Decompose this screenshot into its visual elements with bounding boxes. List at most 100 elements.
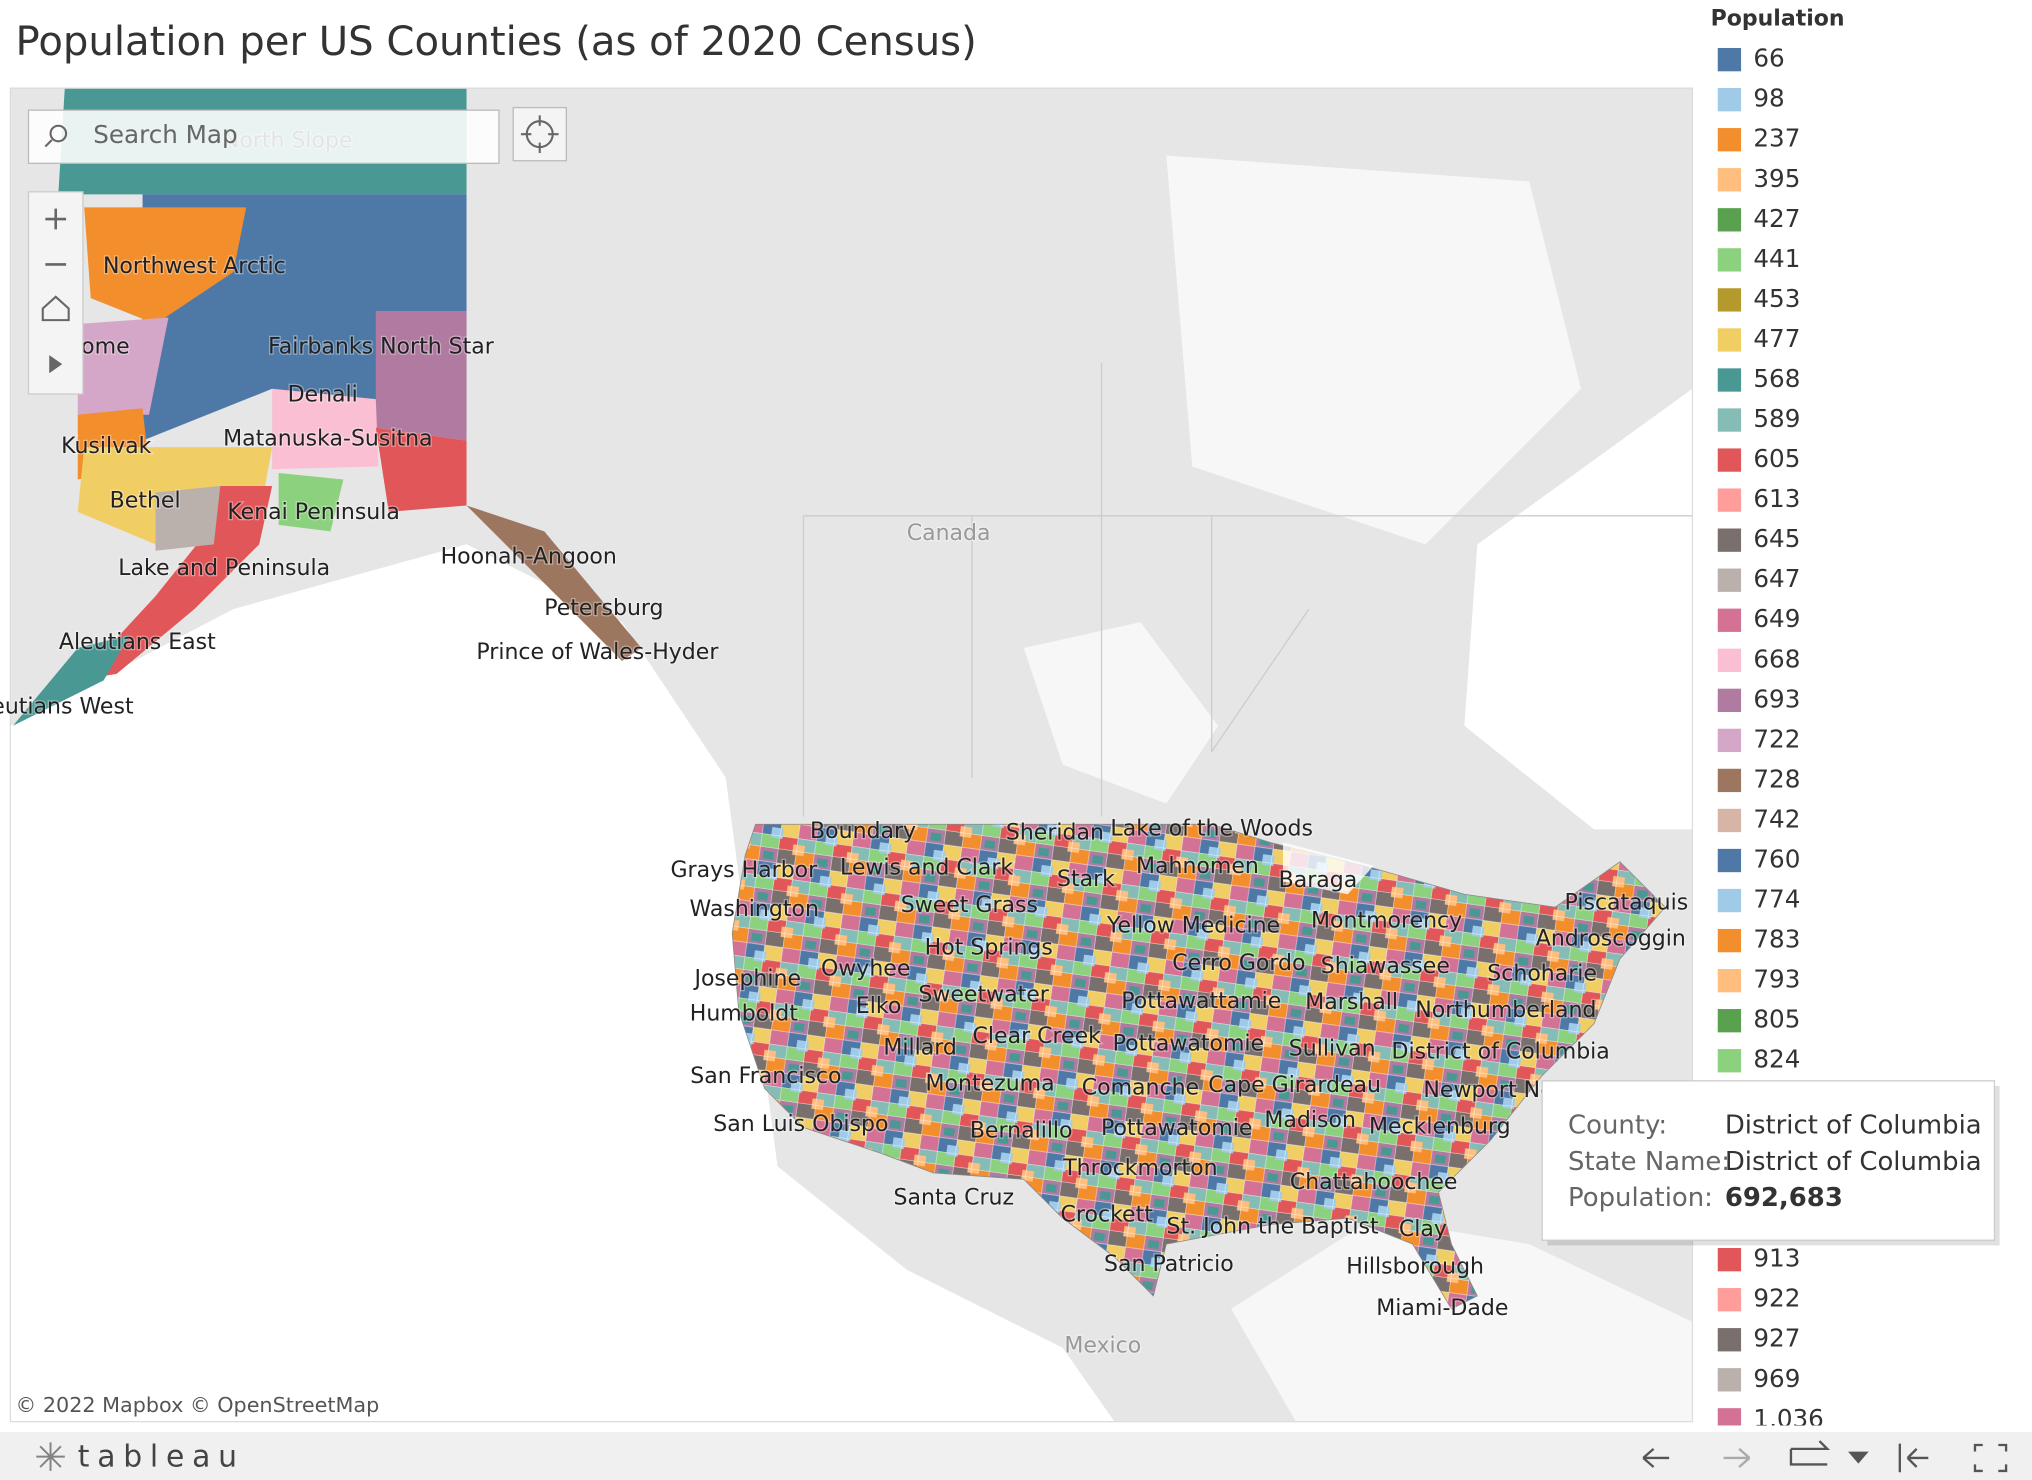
legend-label: 722 [1753, 724, 1800, 753]
legend-swatch [1716, 367, 1743, 393]
legend-swatch [1716, 246, 1743, 273]
legend-swatch [1716, 687, 1743, 714]
legend-swatch [1716, 206, 1743, 233]
legend-label: 649 [1753, 604, 1800, 633]
alaska-county [77, 317, 169, 415]
legend-label: 927 [1753, 1324, 1800, 1353]
search-icon [44, 139, 53, 148]
alaska-county [278, 473, 344, 532]
legend-label: 913 [1753, 1244, 1800, 1273]
map-label: Chattahoochee [1290, 1170, 1458, 1195]
map-label: Bernalillo [970, 1118, 1073, 1143]
legend-swatch [1716, 527, 1743, 554]
map-label: Cerro Gordo [1172, 951, 1305, 976]
map-label: District of Columbia [1392, 1039, 1610, 1064]
greenland [1166, 155, 1582, 545]
search-icon [49, 124, 68, 143]
legend-label: 793 [1753, 965, 1800, 994]
tooltip-label: County: [1568, 1111, 1667, 1141]
legend-swatch [1716, 487, 1743, 514]
legend-label: 760 [1753, 845, 1800, 874]
home-button[interactable] [41, 295, 70, 322]
legend-swatch [1716, 286, 1743, 313]
map-label: Androscoggin [1536, 927, 1686, 952]
revert-button[interactable] [1789, 1440, 1831, 1466]
map-label: Miami-Dade [1376, 1296, 1508, 1321]
revert-menu[interactable] [1848, 1451, 1869, 1464]
alaska-county [272, 388, 379, 470]
map-label: Hoonah-Angoon [441, 544, 617, 569]
search-box[interactable]: Search Map [27, 109, 500, 164]
map-label: Fairbanks North Star [268, 334, 495, 359]
legend-label: 742 [1753, 804, 1800, 833]
map-label: Petersburg [544, 596, 663, 621]
legend-label: 783 [1753, 925, 1800, 954]
legend-swatch [1716, 567, 1743, 594]
alaska-county [155, 486, 221, 551]
hudson-bay [1023, 622, 1219, 804]
great-lakes [1282, 842, 1374, 895]
toolbar-expand[interactable] [49, 355, 63, 374]
legend-swatch [1716, 967, 1743, 994]
legend-label: 66 [1753, 44, 1784, 73]
gulf-water [1231, 1218, 1693, 1422]
zoom-in[interactable] [45, 208, 67, 230]
pause-updates[interactable] [1898, 1443, 1929, 1473]
tooltip-label: Population: [1568, 1183, 1713, 1213]
fullscreen-button[interactable] [1973, 1443, 2008, 1473]
map-label: Hot Springs [925, 936, 1053, 961]
map-label: Clay [1399, 1217, 1447, 1242]
redo-button[interactable] [1723, 1447, 1751, 1468]
map-label: Canada [907, 521, 991, 546]
map-label: Mecklenburg [1369, 1114, 1511, 1139]
legend-label: 477 [1753, 324, 1800, 353]
legend-label: 728 [1753, 764, 1800, 793]
map-label: San Patricio [1104, 1252, 1234, 1277]
map-label: Owyhee [821, 956, 910, 981]
logo-text: tableau [78, 1439, 245, 1474]
legend-swatch [1716, 166, 1743, 193]
legend-swatch [1716, 807, 1743, 834]
legend-label: 453 [1753, 284, 1800, 313]
map-label: Kenai Peninsula [227, 500, 400, 525]
alaska-county [12, 635, 130, 726]
legend-swatch [1716, 1246, 1743, 1273]
legend-label: 427 [1753, 204, 1800, 233]
map-label: Montmorency [1311, 908, 1462, 933]
locate-button[interactable] [512, 106, 567, 162]
footer-bar [0, 1432, 2032, 1480]
map-label: Northwest Arctic [103, 254, 286, 279]
map-label: Bethel [110, 489, 181, 514]
us-counties [731, 823, 1666, 1310]
map-label: Boundary [810, 819, 916, 844]
map-label: Denali [288, 382, 358, 407]
map-label: Pottawatomie [1101, 1116, 1252, 1141]
atlantic-ocean [1464, 388, 1693, 830]
pacific-ocean [10, 544, 1115, 1422]
map-label: Kusilvak [61, 434, 152, 459]
map-label: Mahnomen [1136, 854, 1259, 879]
legend-swatch [1716, 86, 1743, 113]
map-label: Sweet Grass [901, 893, 1038, 918]
map-label: Piscataquis [1565, 890, 1689, 915]
search-placeholder: Search Map [93, 120, 237, 149]
search-input[interactable] [27, 109, 500, 164]
undo-button[interactable] [1642, 1447, 1670, 1468]
map-label: Shiawassee [1321, 954, 1450, 979]
map-label: Schoharie [1487, 962, 1597, 987]
map-label: Cape Girardeau [1208, 1073, 1381, 1098]
legend-label: 1,036 [1753, 1404, 1823, 1433]
legend-swatch [1716, 767, 1743, 794]
map-label: Millard [883, 1035, 956, 1060]
map-label: Sullivan [1289, 1037, 1376, 1062]
legend-label: 237 [1753, 124, 1800, 153]
legend-label: 568 [1753, 364, 1800, 393]
map-label: Pottawattamie [1121, 989, 1281, 1014]
locate-icon [520, 115, 559, 153]
map-label: Elko [856, 994, 901, 1019]
tableau-logo[interactable]: tableau [36, 1439, 245, 1474]
legend-label: 645 [1753, 524, 1800, 553]
page-title: Population per US Counties (as of 2020 C… [16, 19, 977, 65]
map-label: Grays Harbor [671, 858, 819, 883]
